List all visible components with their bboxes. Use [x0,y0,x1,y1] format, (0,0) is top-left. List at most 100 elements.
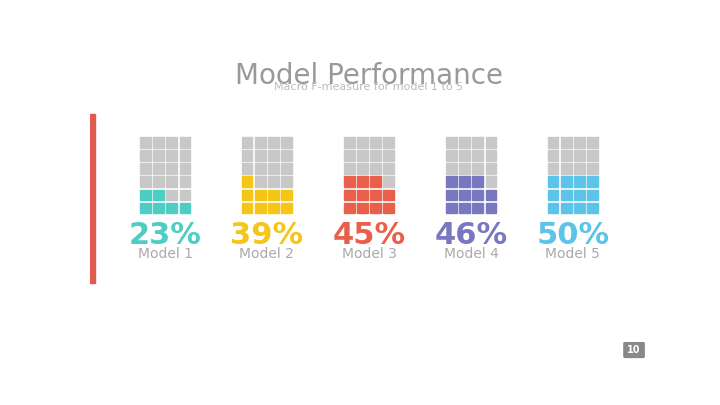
Bar [459,177,470,187]
Bar [344,137,355,148]
Bar [153,150,164,161]
Bar [357,137,368,148]
Text: 50%: 50% [536,221,609,250]
Bar [561,177,572,187]
Bar [383,137,394,148]
Bar [370,202,381,213]
Bar [344,190,355,200]
Bar [574,190,585,200]
Bar [383,202,394,213]
Bar [472,163,483,174]
Bar [446,190,457,200]
Bar [179,190,190,200]
Bar [268,202,279,213]
Text: 10: 10 [627,345,641,355]
Bar [140,190,150,200]
Bar [446,202,457,213]
Bar [548,190,559,200]
Text: 39%: 39% [230,221,303,250]
Bar [344,163,355,174]
Bar [140,163,150,174]
Bar [281,177,292,187]
Bar [153,137,164,148]
Text: Model 3: Model 3 [341,247,397,261]
Bar [255,202,266,213]
Bar [140,177,150,187]
Text: 46%: 46% [435,221,508,250]
Bar [166,190,177,200]
Bar [485,202,497,213]
Bar [268,163,279,174]
Bar [268,177,279,187]
Bar [383,163,394,174]
Bar [357,150,368,161]
Bar [446,177,457,187]
Bar [179,137,190,148]
Bar [166,177,177,187]
Bar [561,150,572,161]
Bar [485,137,497,148]
Bar [166,163,177,174]
Bar [281,202,292,213]
Bar [459,150,470,161]
Bar [459,163,470,174]
Bar [370,137,381,148]
Bar [472,137,483,148]
Bar [179,202,190,213]
Bar [344,202,355,213]
Bar [548,137,559,148]
Bar [153,177,164,187]
Bar [90,114,94,284]
Bar [241,150,253,161]
Bar [344,177,355,187]
Bar [548,202,559,213]
Bar [357,202,368,213]
Bar [548,177,559,187]
Bar [140,202,150,213]
Bar [472,177,483,187]
Bar [344,150,355,161]
Text: Model 4: Model 4 [444,247,499,261]
Bar [255,190,266,200]
Bar [561,137,572,148]
FancyBboxPatch shape [624,342,645,358]
Bar [383,150,394,161]
Bar [370,163,381,174]
Bar [472,150,483,161]
Bar [179,150,190,161]
Bar [588,177,598,187]
Bar [561,163,572,174]
Bar [241,137,253,148]
Bar [588,202,598,213]
Bar [255,163,266,174]
Text: 23%: 23% [129,221,202,250]
Bar [370,150,381,161]
Bar [166,137,177,148]
Bar [383,177,394,187]
Bar [153,163,164,174]
Bar [241,163,253,174]
Bar [255,137,266,148]
Bar [255,177,266,187]
Text: 45%: 45% [333,221,405,250]
Bar [574,202,585,213]
Bar [459,202,470,213]
Bar [574,163,585,174]
Bar [268,150,279,161]
Text: Model 1: Model 1 [138,247,193,261]
Bar [446,150,457,161]
Bar [179,163,190,174]
Bar [548,150,559,161]
Bar [383,190,394,200]
Bar [485,190,497,200]
Bar [485,163,497,174]
Bar [446,137,457,148]
Bar [574,150,585,161]
Text: Macro F-measure for model 1 to 5: Macro F-measure for model 1 to 5 [274,82,464,92]
Bar [153,202,164,213]
Text: Model 5: Model 5 [545,247,600,261]
Bar [357,190,368,200]
Bar [446,163,457,174]
Bar [166,150,177,161]
Bar [588,150,598,161]
